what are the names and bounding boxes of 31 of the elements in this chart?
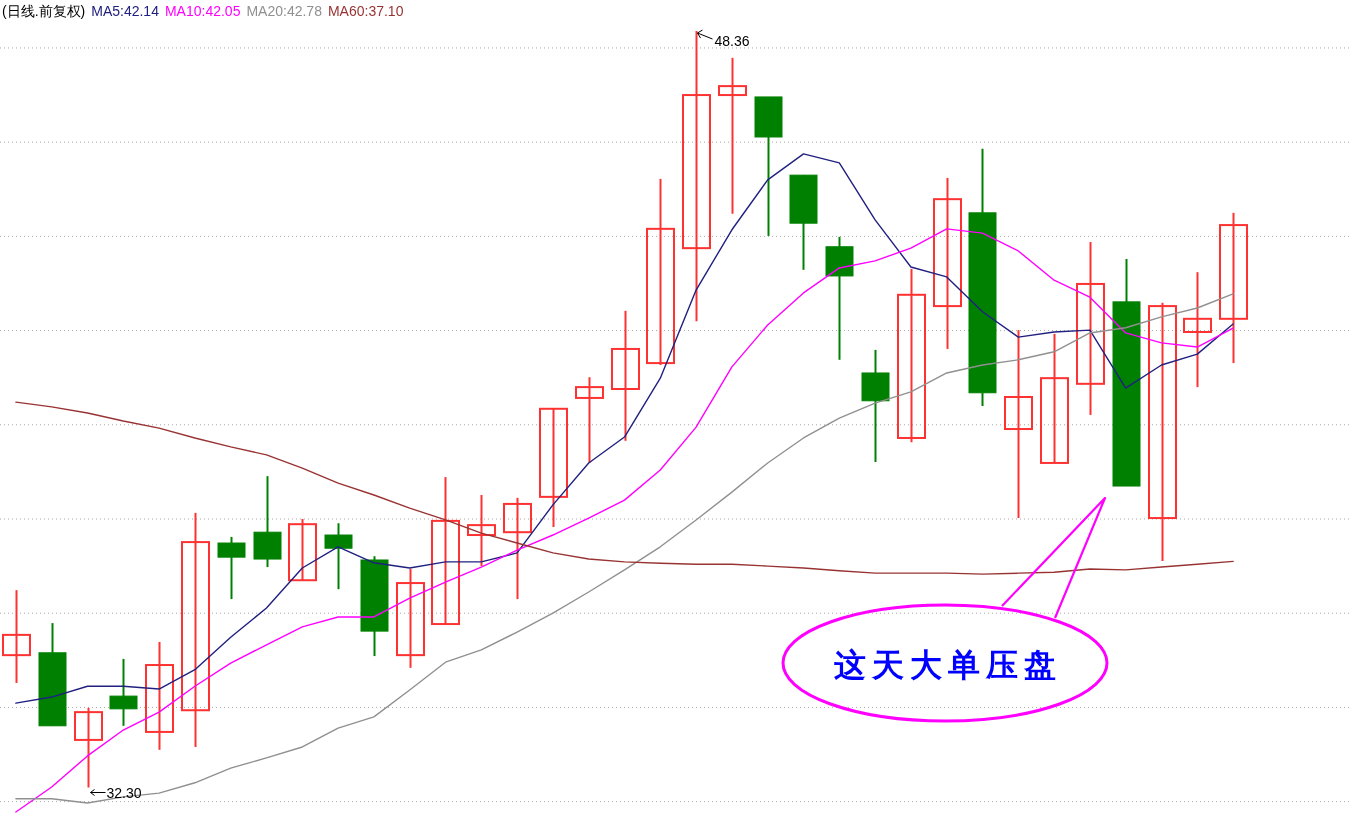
- candlestick: [74, 706, 103, 789]
- candlestick: [1040, 332, 1069, 464]
- candlestick: [1148, 301, 1177, 562]
- candlestick: [181, 511, 210, 748]
- annotation: 32.30: [106, 784, 142, 801]
- candlestick: [611, 309, 640, 442]
- annotation: 48.36: [714, 33, 750, 49]
- candlestick: [467, 493, 496, 568]
- candlestick: [288, 518, 317, 582]
- text: MA60:37.10: [327, 3, 404, 19]
- text: MA5:42.14: [91, 3, 160, 19]
- candlestick: [933, 176, 962, 350]
- candlestick: [2, 589, 31, 684]
- candlestick: [1183, 271, 1212, 389]
- candlestick: [1076, 241, 1105, 416]
- candlestick: [431, 476, 460, 626]
- candlestick: [682, 30, 711, 323]
- candlestick: [503, 496, 532, 601]
- text: MA20:42.78: [246, 3, 323, 19]
- text: MA10:42.05: [164, 3, 241, 19]
- annotation: 这天大单压盘: [834, 646, 1062, 684]
- chart-title: (日线.前复权): [2, 3, 86, 19]
- candlestick: [718, 56, 747, 215]
- candlestick: [897, 267, 926, 444]
- candlestick: [539, 407, 568, 529]
- candlestick: [646, 177, 675, 366]
- candlestick: [396, 567, 425, 669]
- candlestick: [145, 640, 174, 751]
- candlestick: [1004, 329, 1033, 520]
- candlestick: [575, 376, 604, 464]
- candlestick: [1219, 211, 1248, 365]
